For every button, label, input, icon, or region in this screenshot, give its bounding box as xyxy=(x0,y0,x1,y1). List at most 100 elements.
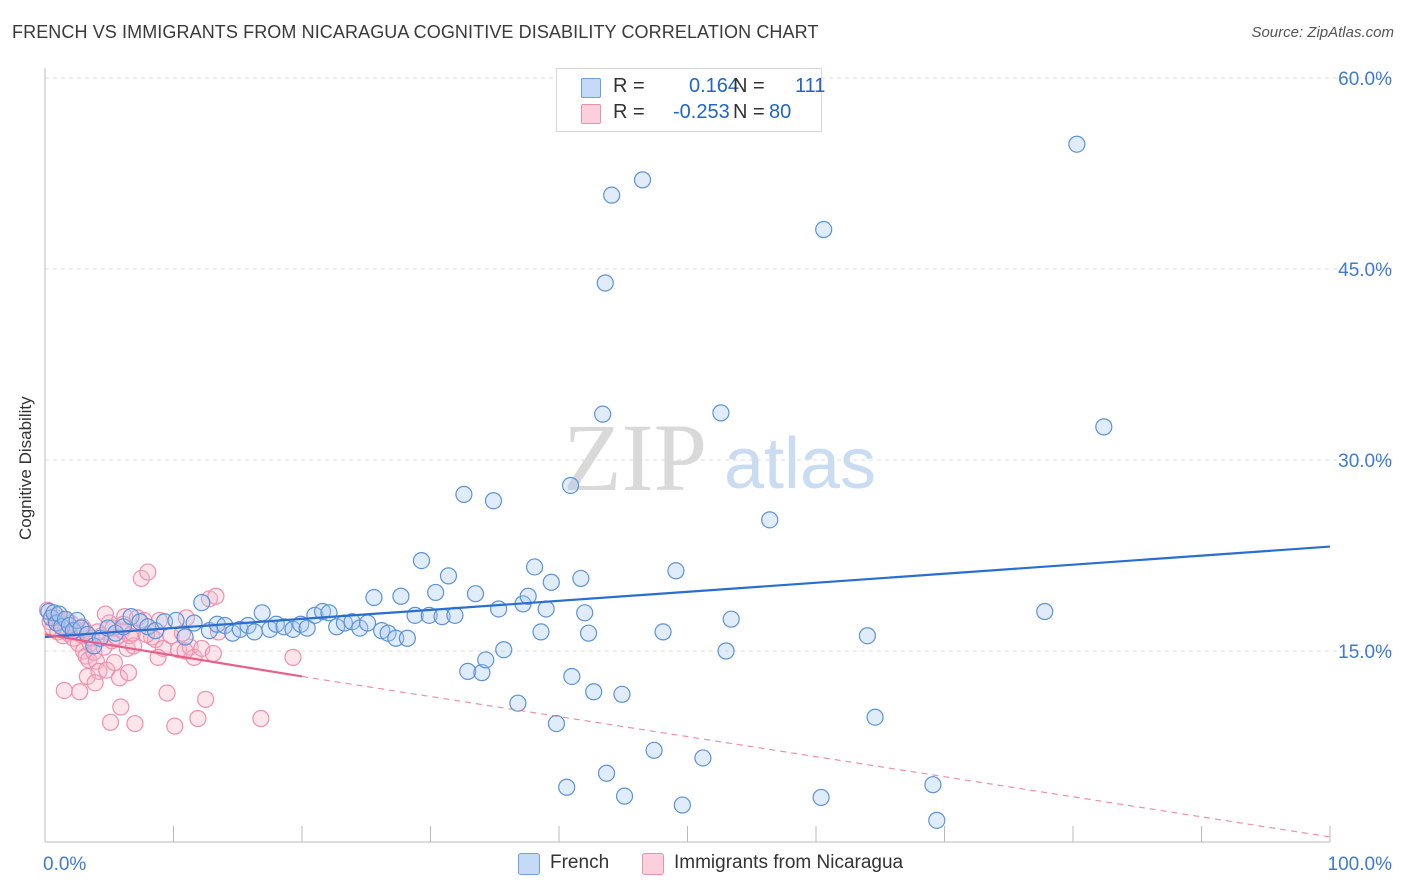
french-point xyxy=(712,404,730,422)
nicaragua-point xyxy=(139,563,157,581)
y-tick-label: 15.0% xyxy=(1338,642,1392,663)
french-point xyxy=(473,664,491,682)
x-tick-label-max: 100.0% xyxy=(1328,854,1393,875)
watermark-atlas: atlas xyxy=(724,424,876,504)
french-point xyxy=(597,764,616,782)
french-point xyxy=(519,587,537,605)
french-point xyxy=(645,741,663,759)
french-point xyxy=(858,627,877,645)
french-point xyxy=(1036,602,1054,621)
french-point xyxy=(585,683,603,701)
nicaragua-point xyxy=(105,653,123,672)
french-point xyxy=(1068,135,1086,153)
nicaragua-points xyxy=(38,563,302,735)
nicaragua-point xyxy=(55,681,73,700)
legend-r-label: R = xyxy=(613,101,645,123)
french-point xyxy=(122,608,140,626)
french-point xyxy=(615,787,634,805)
legend-r-value: 0.164 xyxy=(689,75,740,97)
tick-labels: 15.0% 30.0% 45.0% 60.0% 0.0% 100.0% xyxy=(43,69,1392,875)
nicaragua-point xyxy=(176,642,194,660)
nicaragua-point xyxy=(158,684,176,702)
nicaragua-point xyxy=(204,644,222,663)
legend-n-label: N = xyxy=(733,75,765,97)
french-point xyxy=(928,811,946,829)
french-point xyxy=(667,562,685,580)
watermark: ZIP atlas xyxy=(563,404,876,511)
french-point xyxy=(815,220,833,239)
french-point xyxy=(866,708,884,726)
nicaragua-point xyxy=(252,709,270,728)
x-tick-label-min: 0.0% xyxy=(43,854,86,875)
french-point xyxy=(439,567,458,585)
french-point xyxy=(313,602,332,621)
french-point xyxy=(245,623,264,641)
french-point xyxy=(633,171,652,189)
french-point xyxy=(328,618,346,636)
french-point xyxy=(572,569,590,588)
french-point xyxy=(561,476,580,495)
french-point xyxy=(466,585,485,603)
french-point xyxy=(459,662,477,680)
french-point xyxy=(654,623,672,641)
legend-swatch-nicaragua xyxy=(581,104,601,124)
french-point xyxy=(596,274,614,292)
french-point xyxy=(231,620,249,638)
legend-n-label: N = xyxy=(733,101,765,123)
french-trend-line xyxy=(44,545,1331,639)
chart-title: FRENCH VS IMMIGRANTS FROM NICARAGUA COGN… xyxy=(12,22,819,42)
y-tick-label: 45.0% xyxy=(1338,260,1392,281)
nicaragua-point xyxy=(119,664,138,682)
french-point xyxy=(358,614,377,632)
legend-r-value: -0.253 xyxy=(673,101,730,123)
french-point xyxy=(420,606,438,624)
series-legend: French Immigrants from Nicaragua xyxy=(0,852,1406,876)
nicaragua-point xyxy=(71,683,89,701)
french-point xyxy=(365,588,383,607)
french-point xyxy=(594,405,612,423)
nicaragua-trend-extension xyxy=(301,675,1331,838)
nicaragua-trend-line xyxy=(44,633,303,678)
french-point xyxy=(563,667,581,686)
y-tick-label: 60.0% xyxy=(1338,69,1392,90)
french-point xyxy=(542,573,560,591)
nicaragua-point xyxy=(110,669,129,687)
french-point xyxy=(673,796,691,814)
series-swatch-french xyxy=(518,853,540,875)
stats-legend: R = 0.164 N = 111 R = -0.253 N = 80 xyxy=(556,68,826,132)
french-point xyxy=(176,628,194,646)
french-point xyxy=(193,594,211,612)
french-point xyxy=(717,642,735,660)
french-point xyxy=(224,624,242,642)
french-point xyxy=(455,485,473,503)
legend-n-value: 111 xyxy=(795,75,826,97)
french-point xyxy=(532,623,550,641)
french-point xyxy=(694,749,712,767)
french-point xyxy=(722,610,740,628)
french-point xyxy=(579,624,598,642)
french-point xyxy=(392,587,410,605)
french-point xyxy=(484,492,503,510)
french-point xyxy=(613,685,631,703)
axes xyxy=(44,68,1331,843)
french-point xyxy=(72,619,90,637)
nicaragua-point xyxy=(101,713,120,731)
nicaragua-point xyxy=(189,709,207,728)
nicaragua-point xyxy=(112,698,130,716)
nicaragua-point xyxy=(126,714,144,733)
watermark-zip: ZIP xyxy=(563,404,707,511)
nicaragua-point xyxy=(284,648,302,666)
french-point xyxy=(509,694,527,712)
series-swatch-nicaragua xyxy=(642,853,664,875)
french-point xyxy=(525,558,544,576)
french-point xyxy=(253,604,271,622)
french-point xyxy=(547,714,566,733)
french-point xyxy=(603,186,621,204)
french-point xyxy=(576,604,594,622)
french-point xyxy=(761,511,779,529)
nicaragua-point xyxy=(207,587,225,605)
french-point xyxy=(398,629,416,647)
series-label-french: French xyxy=(550,852,610,873)
grid-lines xyxy=(45,77,1392,652)
